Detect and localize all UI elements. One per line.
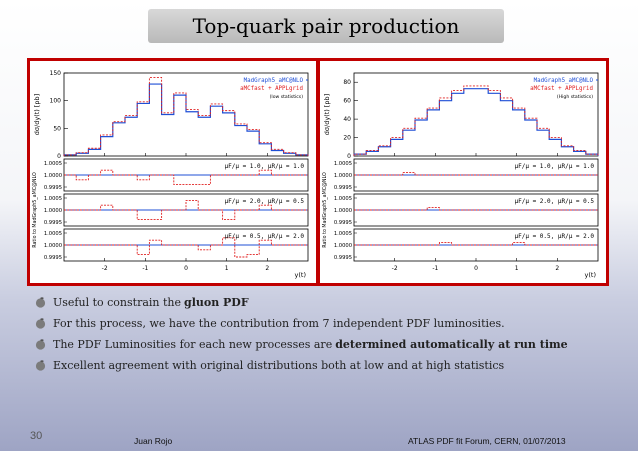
ratio-tick-label: 1.0005 <box>44 161 62 167</box>
ratio-y-axis-label: Ratio to MadGraph5_aMC@NLO <box>32 172 38 248</box>
ratio-tick-label: 1.0005 <box>44 231 62 237</box>
bullet-item: For this process, we have the contributi… <box>34 313 634 334</box>
statistics-note: (low statistics) <box>270 94 304 100</box>
x-tick-label: 1 <box>515 265 519 272</box>
ratio-tick-label: 1.0005 <box>334 231 352 237</box>
x-axis-label: y(t) <box>295 271 306 279</box>
apple-bullet-icon <box>34 338 47 351</box>
ratio-line-appl <box>354 172 598 176</box>
bullet-list: Useful to constrain the gluon PDF For thi… <box>34 292 634 376</box>
slide-title: Top-quark pair production <box>148 9 504 43</box>
ratio-panel-label: μF/μ = 2.0, μR/μ = 0.5 <box>515 198 595 205</box>
x-tick-label: 2 <box>555 265 559 272</box>
ratio-tick-label: 1.0005 <box>44 196 62 202</box>
ratio-tick-label: 0.9995 <box>334 185 352 191</box>
statistics-note: (High statistics) <box>557 94 593 100</box>
ratio-tick-label: 0.9995 <box>334 255 352 261</box>
y-axis-label: dσ/dy(t) [pb] <box>33 94 41 135</box>
ratio-tick-label: 0.9995 <box>44 255 62 261</box>
series-line-appl <box>63 76 309 156</box>
x-tick-label: -2 <box>102 265 108 272</box>
x-tick-label: 0 <box>184 265 188 272</box>
ratio-line-appl <box>64 237 308 258</box>
ratio-tick-label: 1.0000 <box>334 173 352 179</box>
ratio-panel-label: μF/μ = 0.5, μR/μ = 2.0 <box>515 233 595 240</box>
x-tick-label: -1 <box>432 265 438 272</box>
apple-bullet-icon <box>34 317 47 330</box>
ratio-line-appl <box>354 207 598 211</box>
legend-entry-appl: aMCfast + APPLgrid <box>530 86 593 92</box>
ratio-tick-label: 0.9995 <box>334 220 352 226</box>
x-axis-label: y(t) <box>585 271 596 279</box>
x-tick-label: -2 <box>392 265 398 272</box>
ratio-tick-label: 0.9995 <box>44 220 62 226</box>
y-axis-label: dσ/dy(t) [pb] <box>323 94 331 135</box>
ratio-line-appl <box>354 242 598 246</box>
x-tick-label: -1 <box>142 265 148 272</box>
legend-entry-mg: MadGraph5_aMC@NLO <box>534 78 594 84</box>
ratio-panel-label: μF/μ = 1.0, μR/μ = 1.0 <box>515 163 595 170</box>
bullet-text: Excellent agreement with original distri… <box>53 359 505 372</box>
bullet-item: The PDF Luminosities for each new proces… <box>34 334 634 355</box>
bullet-text: For this process, we have the contributi… <box>53 317 505 330</box>
y-tick-label: 0 <box>347 153 351 160</box>
footer-event: ATLAS PDF fit Forum, CERN, 01/07/2013 <box>408 436 566 446</box>
ratio-tick-label: 1.0000 <box>44 173 62 179</box>
x-tick-label: 1 <box>225 265 229 272</box>
ratio-tick-label: 1.0000 <box>44 243 62 249</box>
ratio-tick-label: 1.0000 <box>334 243 352 249</box>
plot-low-statistics: 0 50 100 150 dσ/dy(t) [pb] MadGraph5_aMC@NLOa… <box>32 70 309 279</box>
bullet-text: Useful to constrain the <box>53 296 181 309</box>
bullet-item: Excellent agreement with original distri… <box>34 355 634 376</box>
y-tick-label: 40 <box>343 116 351 123</box>
y-tick-label: 20 <box>343 135 351 142</box>
bullet-text: The PDF Luminosities for each new proces… <box>53 338 333 351</box>
ratio-panel-label: μF/μ = 0.5, μR/μ = 2.0 <box>225 233 305 240</box>
ratio-panel-label: μF/μ = 2.0, μR/μ = 0.5 <box>225 198 305 205</box>
ratio-tick-label: 1.0005 <box>334 196 352 202</box>
page-number: 30 <box>30 430 43 442</box>
apple-bullet-icon <box>34 359 47 372</box>
bullet-bold: gluon PDF <box>184 296 249 309</box>
ratio-line-appl <box>64 199 308 221</box>
legend-entry-mg: MadGraph5_aMC@NLO <box>244 78 304 84</box>
y-tick-label: 80 <box>343 79 351 86</box>
bullet-item: Useful to constrain the gluon PDF <box>34 292 634 313</box>
ratio-tick-label: 0.9995 <box>44 185 62 191</box>
y-tick-label: 0 <box>57 153 61 160</box>
ratio-tick-label: 1.0000 <box>334 208 352 214</box>
y-tick-label: 150 <box>50 70 62 77</box>
footer-author: Juan Rojo <box>134 436 173 446</box>
apple-bullet-icon <box>34 296 47 309</box>
ratio-line-appl <box>64 169 308 186</box>
bullet-bold: determined automatically at run time <box>335 338 568 351</box>
y-tick-label: 60 <box>343 98 351 105</box>
ratio-tick-label: 1.0000 <box>44 208 62 214</box>
ratio-panel-label: μF/μ = 1.0, μR/μ = 1.0 <box>225 163 305 170</box>
y-tick-label: 50 <box>53 125 61 132</box>
ratio-tick-label: 1.0005 <box>334 161 352 167</box>
x-tick-label: 0 <box>474 265 478 272</box>
legend-entry-appl: aMCfast + APPLgrid <box>240 86 303 92</box>
y-tick-label: 100 <box>50 98 62 105</box>
figure-frame: 0 50 100 150 dσ/dy(t) [pb] MadGraph5_aMC@NLO a… <box>27 58 609 286</box>
ratio-y-axis-label: Ratio to MadGraph5_aMC@NLO <box>322 172 328 248</box>
plot-panel-high-statistics: 0 20 40 60 80 dσ/dy(t) [pb] MadGraph5_aMC@NLO a… <box>320 61 606 283</box>
x-tick-label: 2 <box>265 265 269 272</box>
